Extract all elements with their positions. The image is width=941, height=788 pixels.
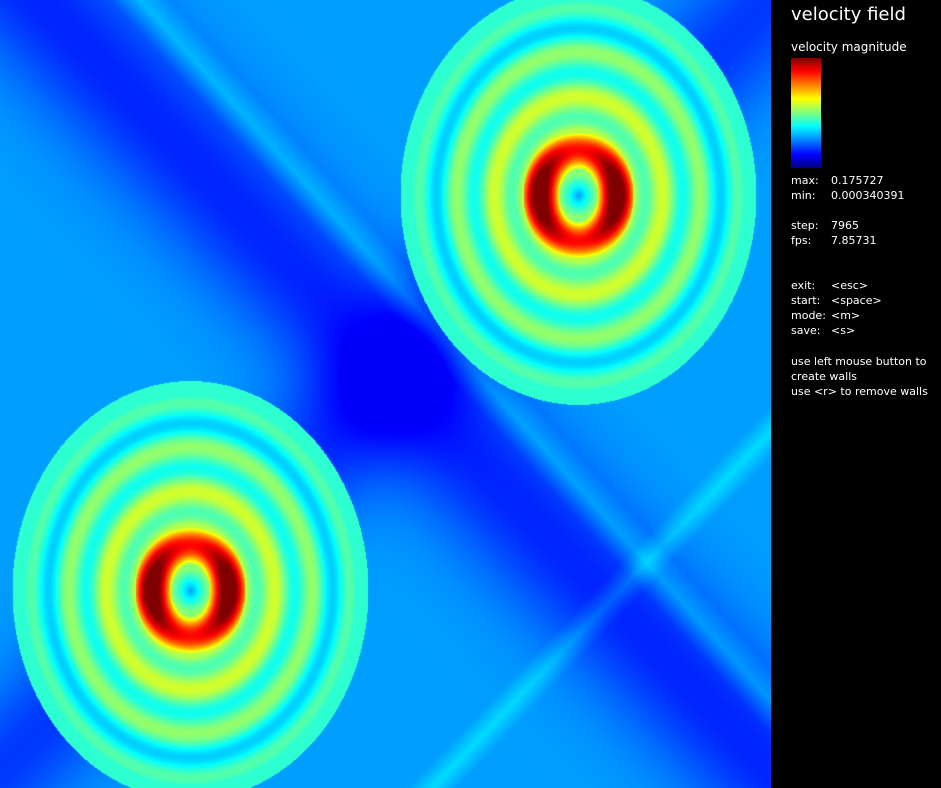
control-save-key: save: xyxy=(791,324,821,337)
control-mode: mode: <m> xyxy=(791,308,860,323)
stat-max: max: 0.175727 xyxy=(791,173,884,188)
help-line-2: create walls xyxy=(791,370,857,383)
colorbar-label: velocity magnitude xyxy=(791,40,907,54)
help-line-3: use <r> to remove walls xyxy=(791,385,928,398)
stat-fps-key: fps: xyxy=(791,234,812,247)
stat-fps-value: 7.85731 xyxy=(831,234,877,247)
stat-step: step: 7965 xyxy=(791,218,859,233)
control-exit-key: exit: xyxy=(791,279,816,292)
control-start-value: <space> xyxy=(831,294,882,307)
stat-min-value: 0.000340391 xyxy=(831,189,905,202)
control-start: start: <space> xyxy=(791,293,882,308)
panel-title: velocity field xyxy=(791,4,906,25)
stat-fps: fps: 7.85731 xyxy=(791,233,877,248)
stat-step-key: step: xyxy=(791,219,819,232)
control-exit-value: <esc> xyxy=(831,279,868,292)
control-exit: exit: <esc> xyxy=(791,278,868,293)
control-start-key: start: xyxy=(791,294,821,307)
colorbar xyxy=(791,58,821,168)
control-save-value: <s> xyxy=(831,324,856,337)
velocity-field-canvas[interactable] xyxy=(0,0,771,788)
control-mode-key: mode: xyxy=(791,309,826,322)
control-mode-value: <m> xyxy=(831,309,861,322)
info-panel: velocity field velocity magnitude max: 0.… xyxy=(771,0,941,788)
stat-min: min: 0.000340391 xyxy=(791,188,904,203)
help-line-1: use left mouse button to xyxy=(791,355,927,368)
stat-step-value: 7965 xyxy=(831,219,859,232)
stat-max-key: max: xyxy=(791,174,819,187)
stat-min-key: min: xyxy=(791,189,816,202)
stat-max-value: 0.175727 xyxy=(831,174,884,187)
control-save: save: <s> xyxy=(791,323,855,338)
